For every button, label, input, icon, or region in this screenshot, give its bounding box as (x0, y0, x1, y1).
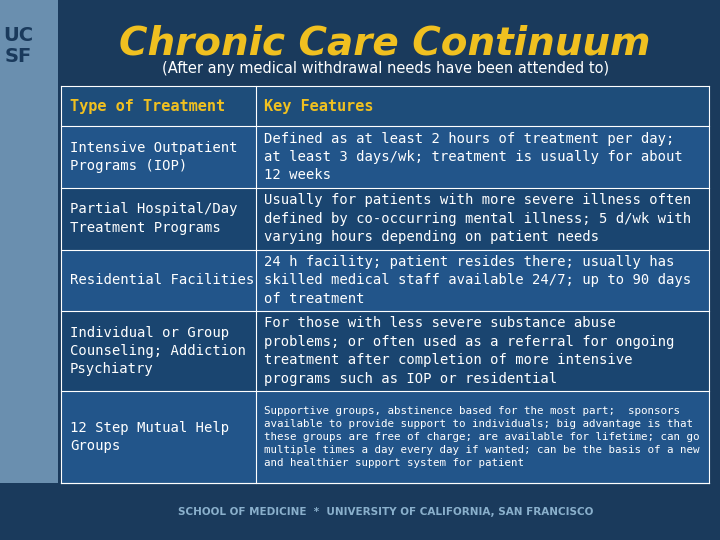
Bar (61, 249, 709, 311)
Text: Type of Treatment: Type of Treatment (70, 99, 225, 114)
Text: 12 Step Mutual Help
Groups: 12 Step Mutual Help Groups (70, 421, 229, 453)
Text: Supportive groups, abstinence based for the most part;  sponsors
available to pr: Supportive groups, abstinence based for … (264, 406, 700, 468)
Bar (61, 126, 709, 188)
Text: SF: SF (4, 47, 32, 66)
Text: Intensive Outpatient
Programs (IOP): Intensive Outpatient Programs (IOP) (70, 141, 238, 173)
Bar (61, 86, 709, 126)
Bar (0, 483, 720, 540)
Text: Partial Hospital/Day
Treatment Programs: Partial Hospital/Day Treatment Programs (70, 202, 238, 235)
Text: UC: UC (3, 25, 33, 45)
Bar (61, 188, 709, 249)
Text: Chronic Care Continuum: Chronic Care Continuum (120, 24, 651, 62)
Bar (61, 311, 709, 390)
Text: (After any medical withdrawal needs have been attended to): (After any medical withdrawal needs have… (161, 61, 609, 76)
Text: Key Features: Key Features (264, 99, 374, 114)
Bar (61, 390, 709, 483)
Bar (0, 0, 58, 540)
Text: For those with less severe substance abuse
problems; or often used as a referral: For those with less severe substance abu… (264, 316, 675, 386)
Text: Residential Facilities: Residential Facilities (70, 273, 254, 287)
Text: Usually for patients with more severe illness often
defined by co-occurring ment: Usually for patients with more severe il… (264, 193, 691, 244)
Text: SCHOOL OF MEDICINE  *  UNIVERSITY OF CALIFORNIA, SAN FRANCISCO: SCHOOL OF MEDICINE * UNIVERSITY OF CALIF… (178, 507, 593, 517)
Text: 24 h facility; patient resides there; usually has
skilled medical staff availabl: 24 h facility; patient resides there; us… (264, 255, 691, 306)
Text: Individual or Group
Counseling; Addiction
Psychiatry: Individual or Group Counseling; Addictio… (70, 326, 246, 376)
Text: Defined as at least 2 hours of treatment per day;
at least 3 days/wk; treatment : Defined as at least 2 hours of treatment… (264, 132, 683, 183)
